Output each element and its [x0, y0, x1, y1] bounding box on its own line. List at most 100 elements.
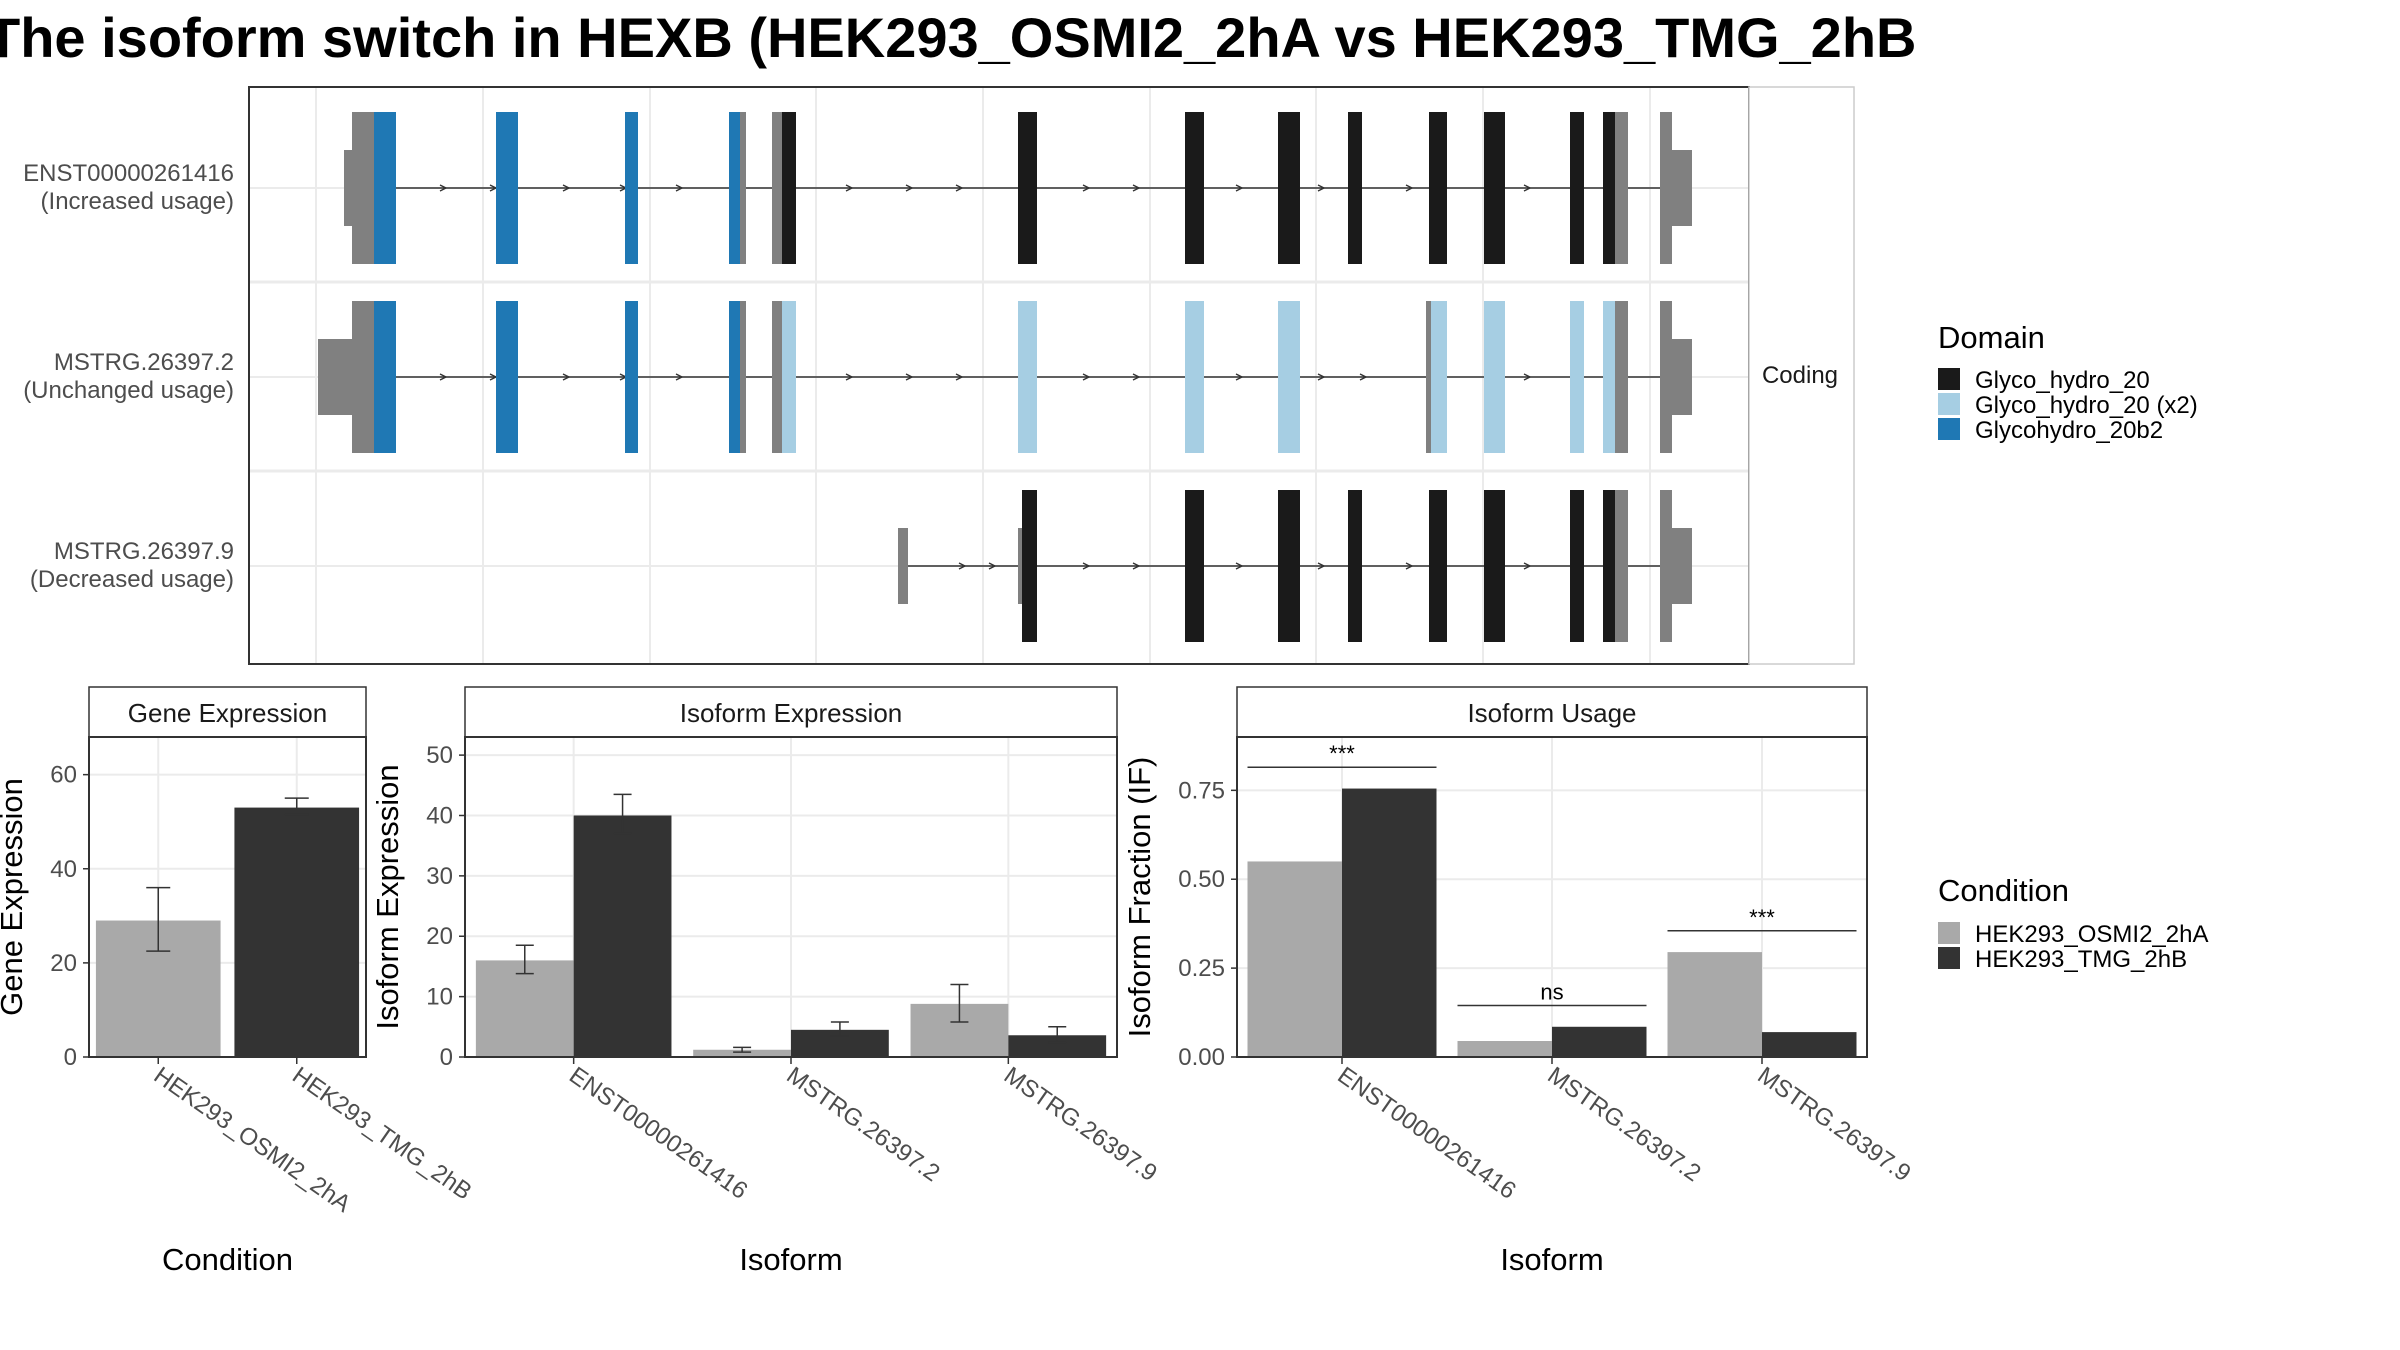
y-tick-label: 10 [426, 984, 453, 1011]
panel-title: Isoform Expression [680, 698, 903, 728]
coding-exon [1348, 490, 1362, 642]
legend-label-glycohydro-20b2: Glycohydro_20b2 [1975, 417, 2163, 444]
isoform-label-3: MSTRG.26397.9 [54, 538, 234, 565]
strand-arrow [1082, 373, 1091, 381]
coding-exon [1615, 112, 1628, 264]
panel-strip [464, 686, 1118, 738]
isoform-track-2 [318, 301, 1692, 453]
significance-label: ns [1540, 979, 1563, 1004]
coding-exon [740, 301, 746, 453]
bar [1247, 861, 1342, 1057]
y-tick-label: 50 [426, 742, 453, 769]
strand-arrow [905, 373, 914, 381]
utr-exon [318, 339, 352, 415]
bar [573, 815, 672, 1057]
coding-exon [1603, 112, 1615, 264]
bar [1457, 1041, 1552, 1057]
coding-exon [1185, 301, 1204, 453]
y-tick-label: 40 [426, 802, 453, 829]
legend-key-osmi2 [1938, 922, 1960, 944]
coding-exon [496, 112, 518, 264]
coding-exon [1484, 301, 1505, 453]
domain-legend-title: Domain [1938, 320, 2045, 355]
y-tick-label: 20 [426, 923, 453, 950]
coding-exon [1429, 490, 1447, 642]
utr-exon [344, 150, 352, 226]
significance-label: *** [1329, 741, 1355, 766]
x-axis-title: Isoform [739, 1242, 842, 1277]
bar [1762, 1032, 1857, 1057]
isoform-usage-3: (Decreased usage) [30, 566, 234, 593]
strand-arrow [1082, 562, 1091, 570]
strand-arrow [955, 184, 964, 192]
strand-arrow [845, 373, 854, 381]
strand-arrow [1405, 184, 1414, 192]
coding-exon [1429, 112, 1447, 264]
y-tick-label: 0.50 [1178, 866, 1225, 893]
utr-exon [898, 528, 908, 604]
coding-exon [1185, 112, 1204, 264]
coding-exon [1570, 490, 1584, 642]
strand-arrow [675, 373, 684, 381]
coding-exon [1348, 112, 1362, 264]
significance-label: *** [1749, 905, 1775, 930]
coding-exon [1603, 490, 1615, 642]
coding-exon [1185, 490, 1204, 642]
condition-legend-title: Condition [1938, 873, 2069, 908]
strand-arrow [1317, 562, 1326, 570]
utr-exon [1672, 339, 1692, 415]
y-axis-title: Isoform Fraction (IF) [1122, 757, 1157, 1038]
isoform-track-3 [898, 490, 1692, 642]
coding-exon [352, 112, 374, 264]
legend-label-osmi2: HEK293_OSMI2_2hA [1975, 921, 2208, 948]
panel-strip [88, 686, 367, 738]
y-axis-title: Isoform Expression [370, 764, 405, 1029]
coding-exon [1570, 112, 1584, 264]
coding-exon [496, 301, 518, 453]
strand-arrow [439, 184, 448, 192]
bar [1552, 1026, 1647, 1057]
bar [693, 1049, 791, 1057]
y-tick-label: 60 [50, 762, 77, 789]
strand-arrow [845, 184, 854, 192]
legend-key-glycohydro-20b2 [1938, 418, 1960, 440]
y-tick-label: 20 [50, 950, 77, 977]
bar [234, 807, 360, 1057]
coding-exon [1603, 301, 1615, 453]
coding-exon [772, 112, 782, 264]
strand-arrow [1082, 184, 1091, 192]
strand-arrow [675, 184, 684, 192]
strand-arrow [1359, 373, 1368, 381]
coding-exon [1022, 490, 1037, 642]
legend-label-tmg: HEK293_TMG_2hB [1975, 946, 2187, 973]
coding-exon [1431, 301, 1447, 453]
coding-exon [729, 301, 740, 453]
coding-exon [1278, 112, 1300, 264]
y-tick-label: 40 [50, 856, 77, 883]
coding-exon [1484, 490, 1505, 642]
coding-exon [1018, 301, 1037, 453]
strand-arrow [988, 562, 997, 570]
legend-key-glyco-hydro-20 [1938, 368, 1960, 390]
panel-title: Isoform Usage [1467, 698, 1636, 728]
strand-arrow [958, 562, 967, 570]
panel-title: Gene Expression [128, 698, 327, 728]
coding-exon [1278, 301, 1300, 453]
isoform-label-1: ENST00000261416 [23, 160, 234, 187]
coding-exon [1278, 490, 1300, 642]
coding-exon [374, 301, 396, 453]
strand-arrow [1132, 184, 1141, 192]
panel-border [88, 736, 367, 1058]
isoform-label-2: MSTRG.26397.2 [54, 349, 234, 376]
bar [1342, 788, 1437, 1057]
strand-arrow [905, 184, 914, 192]
facet-label: Coding [1762, 362, 1838, 389]
bar [1667, 952, 1762, 1057]
legend-label-glyco-hydro-20: Glyco_hydro_20 [1975, 367, 2150, 394]
coding-exon [1426, 301, 1431, 453]
strand-arrow [1523, 373, 1532, 381]
strand-arrow [1132, 373, 1141, 381]
coding-exon [1570, 301, 1584, 453]
strand-arrow [439, 373, 448, 381]
